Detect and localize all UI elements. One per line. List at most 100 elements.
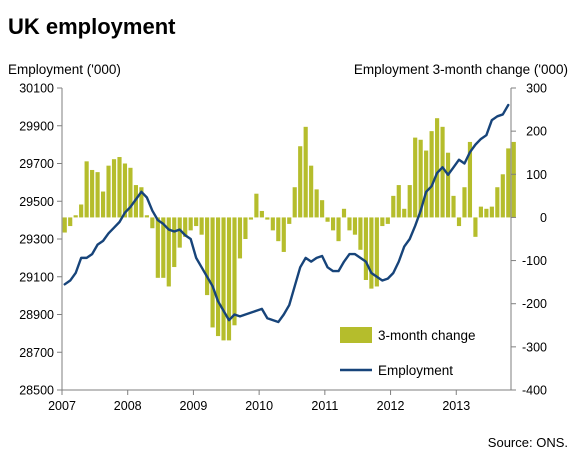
legend-line-label: Employment xyxy=(378,363,453,378)
bar xyxy=(194,217,199,227)
bar xyxy=(166,217,171,287)
bar xyxy=(320,200,325,218)
legend-bar-swatch xyxy=(340,327,372,343)
y-axis-right-label: Employment 3-month change ('000) xyxy=(354,62,568,77)
bar xyxy=(456,217,462,227)
y-right-tick-label: -200 xyxy=(522,297,547,311)
bar xyxy=(402,208,407,218)
bar xyxy=(478,206,483,218)
bar xyxy=(325,217,330,222)
legend: 3-month change Employment xyxy=(340,327,476,378)
x-tick-label: 2009 xyxy=(180,399,208,413)
bar xyxy=(303,126,308,218)
employment-line xyxy=(63,103,510,324)
y-left-tick-label: 28900 xyxy=(19,308,54,322)
y-left-tick-label: 30100 xyxy=(19,82,54,96)
bar xyxy=(407,185,412,218)
bar xyxy=(150,217,155,229)
bar xyxy=(435,118,440,218)
bar xyxy=(369,217,374,289)
bar xyxy=(314,189,319,218)
y-right-tick-label: 100 xyxy=(526,168,547,182)
bar xyxy=(177,217,182,248)
bar xyxy=(90,169,95,218)
y-right-tick-label: 300 xyxy=(526,82,547,96)
bar xyxy=(248,217,253,220)
bar xyxy=(237,217,243,259)
bar xyxy=(396,185,401,218)
chart-title: UK employment xyxy=(8,14,176,39)
bar xyxy=(117,157,122,218)
bar xyxy=(161,217,166,278)
bar xyxy=(347,217,352,231)
y-left-tick-label: 29500 xyxy=(19,195,54,209)
bar xyxy=(352,217,358,235)
bar xyxy=(489,206,494,218)
bar-series xyxy=(62,118,516,341)
bar xyxy=(462,187,467,218)
bar xyxy=(500,174,505,218)
bar xyxy=(232,217,237,326)
y-left-tick-label: 29100 xyxy=(19,270,54,284)
bar xyxy=(139,187,144,218)
bar xyxy=(226,217,232,341)
bar xyxy=(254,193,259,218)
bar xyxy=(418,139,423,218)
bar xyxy=(413,137,418,218)
bar xyxy=(144,215,149,218)
bar xyxy=(270,217,275,231)
x-tick-label: 2010 xyxy=(245,399,273,413)
bar xyxy=(84,161,89,218)
bar xyxy=(106,165,111,218)
bar xyxy=(243,217,248,239)
x-tick-label: 2013 xyxy=(442,399,470,413)
bar xyxy=(95,172,100,218)
bar xyxy=(199,217,204,235)
bar xyxy=(445,152,451,218)
bar xyxy=(309,165,314,218)
y-right-tick-label: -400 xyxy=(522,384,547,398)
bar xyxy=(276,217,281,242)
bar xyxy=(205,217,210,296)
y-left-tick-label: 29900 xyxy=(19,119,54,133)
bar xyxy=(336,217,341,242)
y-left-tick-label: 29300 xyxy=(19,233,54,247)
bar xyxy=(341,208,347,218)
bar xyxy=(511,141,516,218)
bar xyxy=(374,217,379,287)
axis-ticks: 30100 29900 29700 29500 29300 29100 28900 28700… xyxy=(19,82,547,414)
bar xyxy=(62,217,67,233)
bar xyxy=(221,217,226,341)
bar xyxy=(111,159,117,218)
bar xyxy=(298,146,303,218)
bar xyxy=(385,217,390,224)
bar xyxy=(467,141,473,218)
bar xyxy=(259,210,264,218)
bar xyxy=(210,217,215,328)
bar xyxy=(506,148,511,218)
source-note: Source: ONS. xyxy=(488,435,568,450)
bar xyxy=(155,217,160,278)
bar xyxy=(451,195,456,218)
bar xyxy=(473,217,478,237)
bar xyxy=(440,126,445,218)
bar xyxy=(265,217,270,220)
y-axis-left-label: Employment ('000) xyxy=(8,62,121,77)
x-tick-label: 2012 xyxy=(377,399,405,413)
bar xyxy=(495,187,500,218)
bar xyxy=(215,217,221,337)
bar xyxy=(281,217,286,252)
bar xyxy=(292,187,297,218)
bar xyxy=(128,167,133,218)
x-tick-label: 2011 xyxy=(311,399,338,413)
bar xyxy=(380,217,385,227)
y-right-tick-label: 0 xyxy=(540,211,547,225)
y-right-tick-label: 200 xyxy=(526,125,547,139)
bar xyxy=(330,217,336,231)
bar xyxy=(363,217,368,280)
bar xyxy=(73,215,78,218)
x-tick-label: 2007 xyxy=(48,399,76,413)
bar xyxy=(79,204,84,218)
bar xyxy=(100,191,106,218)
